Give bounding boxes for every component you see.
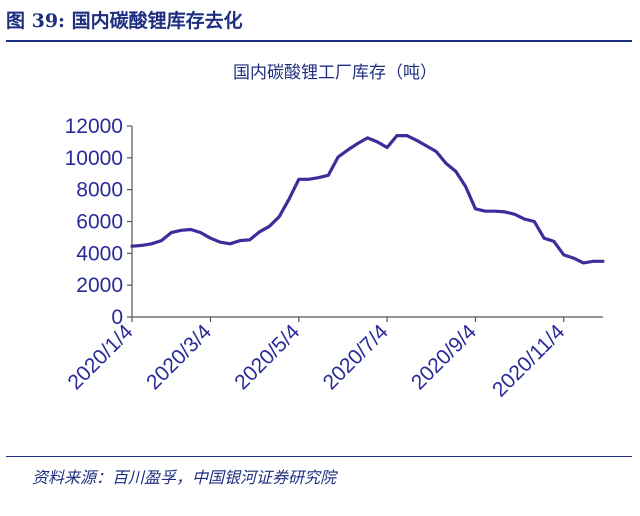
data-point (189, 228, 192, 231)
series-line (130, 133, 605, 265)
data-point (444, 162, 447, 165)
data-point (415, 139, 418, 142)
data-point (386, 146, 389, 149)
inventory-line-chart: 国内碳酸锂工厂库存（吨） 0 2000 4000 6000 8000 10000 12000… (63, 63, 605, 402)
title-rule (6, 40, 632, 42)
data-point (229, 242, 232, 245)
data-point (376, 140, 379, 143)
data-point (307, 178, 310, 181)
data-point (170, 231, 173, 234)
data-point (435, 150, 438, 153)
data-point (258, 230, 261, 233)
y-tick-label: 8000 (76, 179, 123, 202)
x-tick-label: 2020/7/4 (319, 320, 393, 394)
y-tick-label: 2000 (76, 274, 123, 297)
data-point (523, 218, 526, 221)
data-point (533, 220, 536, 223)
x-tick-label: 2020/11/4 (488, 320, 569, 401)
data-point (356, 142, 359, 145)
data-point (474, 207, 477, 210)
data-point (180, 229, 183, 232)
data-point (494, 210, 497, 213)
data-point (278, 215, 281, 218)
data-point (327, 174, 330, 177)
data-point (582, 261, 585, 264)
chart-title: 国内碳酸锂工厂库存（吨） (233, 63, 437, 83)
y-tick-label: 4000 (76, 242, 123, 265)
data-point (543, 237, 546, 240)
data-point (130, 245, 133, 248)
data-point (337, 155, 340, 158)
y-tick-label: 12000 (65, 115, 123, 138)
data-point (513, 213, 516, 216)
data-point (601, 260, 604, 263)
data-point (268, 225, 271, 228)
y-tick-label: 0 (111, 306, 123, 329)
data-point (592, 260, 595, 263)
data-point (160, 239, 163, 242)
data-point (405, 134, 408, 137)
data-point (464, 185, 467, 188)
data-point (503, 210, 506, 213)
data-point (454, 170, 457, 173)
x-tick-label: 2020/5/4 (230, 320, 304, 394)
data-point (140, 244, 143, 247)
data-point (572, 257, 575, 260)
source-note: 资料来源：百川盈孚，中国银河证券研究院 (32, 468, 337, 487)
data-point (562, 253, 565, 256)
figure-title: 图 39: 国内碳酸锂库存去化 (6, 10, 243, 32)
source-rule (6, 456, 632, 457)
data-point (209, 237, 212, 240)
x-tick-label: 2020/9/4 (407, 320, 481, 394)
data-point (297, 178, 300, 181)
data-point (366, 136, 369, 139)
y-tick-label: 10000 (65, 147, 123, 170)
data-point (287, 198, 290, 201)
chart-series (130, 133, 605, 265)
x-tick-label: 2020/3/4 (142, 320, 216, 394)
data-point (346, 148, 349, 151)
x-tick-label: 2020/1/4 (63, 320, 137, 394)
data-point (199, 231, 202, 234)
data-point (425, 144, 428, 147)
data-point (484, 210, 487, 213)
data-point (238, 239, 241, 242)
data-point (219, 241, 222, 244)
data-point (150, 242, 153, 245)
data-point (395, 134, 398, 137)
data-point (552, 240, 555, 243)
data-point (248, 238, 251, 241)
y-tick-label: 6000 (76, 211, 123, 234)
data-point (317, 176, 320, 179)
